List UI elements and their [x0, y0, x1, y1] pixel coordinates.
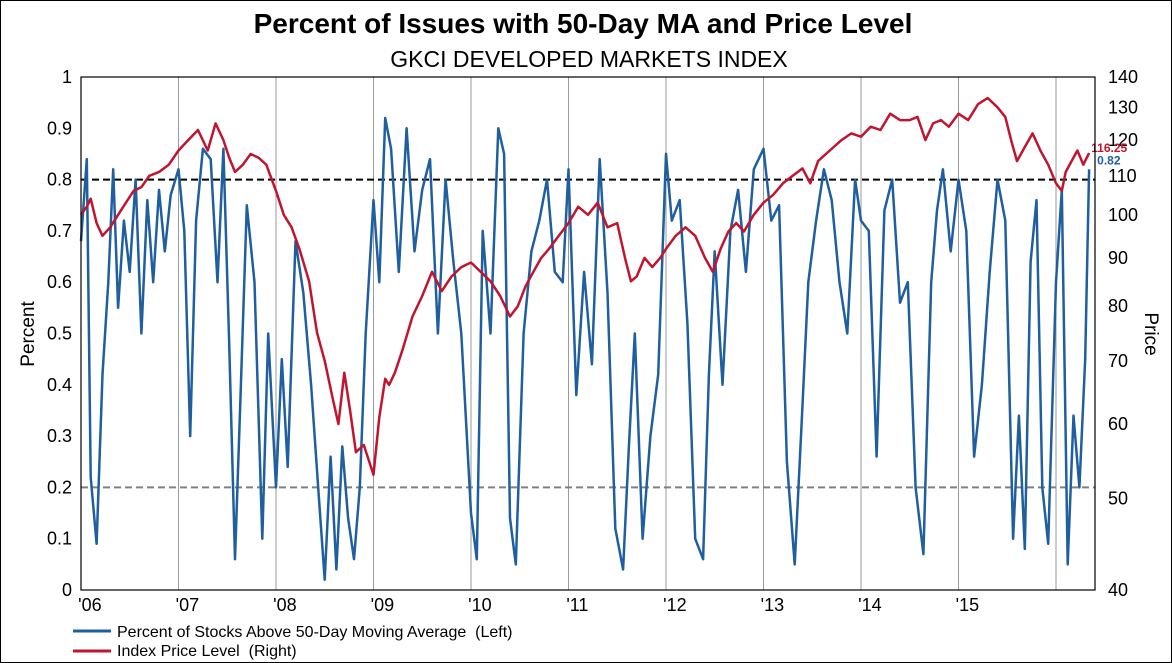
- y-axis-left-title: Percent: [18, 301, 39, 367]
- y-right-tick-label: 40: [1108, 580, 1128, 600]
- y-right-tick-label: 80: [1108, 296, 1128, 316]
- x-tick-label: '13: [761, 595, 784, 615]
- y-right-tick-label: 50: [1108, 489, 1128, 509]
- x-tick-label: '08: [273, 595, 296, 615]
- legend-label-percent: Percent of Stocks Above 50-Day Moving Av…: [117, 624, 512, 641]
- price-end-label: 116.25: [1091, 141, 1127, 155]
- y-axis-right-title: Price: [1140, 312, 1161, 355]
- y-right-tick-label: 120: [1108, 130, 1138, 150]
- y-left-tick-label: 0.8: [47, 170, 72, 190]
- x-tick-label: '11: [566, 595, 588, 615]
- plot-border: [80, 76, 1096, 591]
- x-tick-label: '12: [663, 595, 686, 615]
- y-left-tick-label: 0.4: [47, 375, 72, 395]
- chart-subtitle: GKCI DEVELOPED MARKETS INDEX: [390, 46, 787, 72]
- y-left-tick-label: 0.9: [47, 118, 72, 138]
- x-tick-label: '15: [956, 595, 979, 615]
- x-tick-label: '09: [371, 595, 394, 615]
- y-left-tick-label: 0.1: [47, 529, 72, 549]
- y-right-tick-label: 110: [1108, 166, 1137, 186]
- y-right-tick-label: 140: [1108, 67, 1138, 87]
- legend-label-price: Index Price Level (Right): [117, 643, 297, 660]
- price-series-line: [79, 96, 1091, 477]
- y-right-tick-label: 60: [1108, 414, 1128, 434]
- percent-series-line: [79, 116, 1091, 581]
- chart-title: Percent of Issues with 50-Day MA and Pri…: [254, 8, 913, 39]
- y-left-tick-label: 0.7: [47, 221, 72, 241]
- x-tick-label: '14: [858, 595, 881, 615]
- percent-end-label: 0.82: [1097, 153, 1121, 167]
- y-left-tick-label: 0.3: [47, 426, 72, 446]
- y-right-tick-label: 100: [1108, 205, 1138, 225]
- legend: Percent of Stocks Above 50-Day Moving Av…: [73, 624, 512, 660]
- y-right-tick-label: 70: [1108, 351, 1128, 371]
- y-right-tick-label: 130: [1108, 97, 1138, 117]
- x-tick-label: '07: [176, 595, 199, 615]
- y-right-tick-label: 90: [1108, 248, 1128, 268]
- plot-area: '06 '07 '08 '09 '10 '11 '12 '13 '14 '15 0 0.1 0.2 0.3…: [47, 67, 1138, 615]
- y-left-tick-label: 0.5: [47, 324, 72, 344]
- x-tick-label: '10: [468, 595, 491, 615]
- x-tick-label: '06: [78, 595, 101, 615]
- y-left-tick-label: 0.2: [47, 477, 72, 497]
- y-left-tick-label: 1: [62, 67, 72, 87]
- y-left-tick-label: 0.6: [47, 272, 72, 292]
- y-left-tick-label: 0: [62, 580, 72, 600]
